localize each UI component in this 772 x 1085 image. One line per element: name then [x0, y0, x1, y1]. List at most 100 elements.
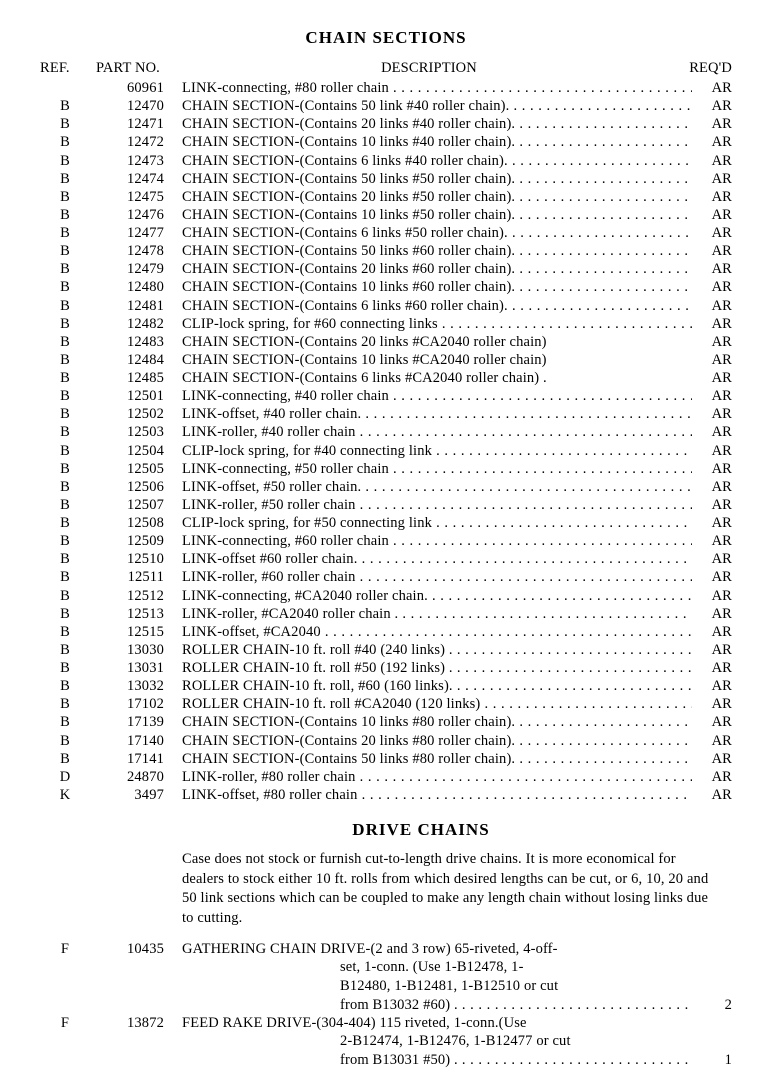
cell-part: 12477 — [96, 224, 182, 242]
cell-desc: ROLLER CHAIN-10 ft. roll #CA2040 (120 li… — [182, 695, 692, 713]
cell-desc: CHAIN SECTION-(Contains 50 links #50 rol… — [182, 170, 692, 188]
cell-desc: CHAIN SECTION-(Contains 50 links #60 rol… — [182, 242, 692, 260]
cell-desc: CHAIN SECTION-(Contains 20 links #80 rol… — [182, 732, 692, 750]
cell-desc: CLIP-lock spring, for #60 connecting lin… — [182, 315, 692, 333]
table-row: D24870LINK-roller, #80 roller chainAR — [40, 768, 732, 786]
cell-ref: B — [40, 587, 96, 605]
cell-desc: LINK-roller, #50 roller chain — [182, 496, 692, 514]
cell-desc: from B13031 #50) . — [182, 1051, 692, 1069]
cell-reqd: AR — [692, 260, 732, 278]
cell-part: 10435 — [96, 940, 182, 958]
table-row: B13030ROLLER CHAIN-10 ft. roll #40 (240 … — [40, 641, 732, 659]
cell-reqd: AR — [692, 405, 732, 423]
table-row: B17139CHAIN SECTION-(Contains 10 links #… — [40, 713, 732, 731]
cell-ref: B — [40, 695, 96, 713]
cell-ref — [40, 79, 96, 97]
cell-part: 12480 — [96, 278, 182, 296]
cell-reqd: AR — [692, 496, 732, 514]
cell-reqd: 2 — [692, 996, 732, 1014]
table-row: B13031ROLLER CHAIN-10 ft. roll #50 (192 … — [40, 659, 732, 677]
header-ref: REF. — [40, 60, 96, 77]
cell-desc: ROLLER CHAIN-10 ft. roll #50 (192 links)… — [182, 659, 692, 677]
cell-reqd: AR — [692, 115, 732, 133]
drive-row: F 13872 FEED RAKE DRIVE-(304-404) 115 ri… — [40, 1014, 732, 1032]
cell-ref: B — [40, 333, 96, 351]
cell-reqd: AR — [692, 333, 732, 351]
cell-part: 12510 — [96, 550, 182, 568]
table-row: B17102ROLLER CHAIN-10 ft. roll #CA2040 (… — [40, 695, 732, 713]
cell-ref: B — [40, 170, 96, 188]
cell-part: 24870 — [96, 768, 182, 786]
drive-row-last: from B13031 #50) . 1 — [40, 1051, 732, 1069]
table-row: B12512LINK-connecting, #CA2040 roller ch… — [40, 587, 732, 605]
cell-part: 3497 — [96, 786, 182, 804]
cell-ref: B — [40, 750, 96, 768]
cell-part: 12512 — [96, 587, 182, 605]
cell-desc: LINK-offset, #80 roller chain — [182, 786, 692, 804]
cell-ref: B — [40, 732, 96, 750]
cell-desc: CHAIN SECTION-(Contains 10 links #40 rol… — [182, 133, 692, 151]
cell-reqd: AR — [692, 478, 732, 496]
drive-row: F 10435 GATHERING CHAIN DRIVE-(2 and 3 r… — [40, 940, 732, 958]
cell-desc: CHAIN SECTION-(Contains 6 links #40 roll… — [182, 152, 692, 170]
cell-part: 12502 — [96, 405, 182, 423]
table-row: B12504CLIP-lock spring, for #40 connecti… — [40, 442, 732, 460]
table-row: B12507LINK-roller, #50 roller chainAR — [40, 496, 732, 514]
cell-desc: CLIP-lock spring, for #40 connecting lin… — [182, 442, 692, 460]
cell-reqd — [692, 940, 732, 958]
cell-part: 12513 — [96, 605, 182, 623]
cell-part: 12509 — [96, 532, 182, 550]
cell-part: 12471 — [96, 115, 182, 133]
cell-reqd: AR — [692, 369, 732, 387]
table-row: B12515LINK-offset, #CA2040AR — [40, 623, 732, 641]
cell-desc: CHAIN SECTION-(Contains 6 links #60 roll… — [182, 297, 692, 315]
cell-part: 12515 — [96, 623, 182, 641]
cell-desc: LINK-roller, #40 roller chain — [182, 423, 692, 441]
cell-desc: CHAIN SECTION-(Contains 6 links #50 roll… — [182, 224, 692, 242]
table-header: REF. PART NO. DESCRIPTION REQ'D — [40, 60, 732, 77]
table-row: B17140CHAIN SECTION-(Contains 20 links #… — [40, 732, 732, 750]
cell-desc: GATHERING CHAIN DRIVE-(2 and 3 row) 65-r… — [182, 940, 692, 958]
cell-part: 12482 — [96, 315, 182, 333]
cell-part: 12501 — [96, 387, 182, 405]
section-title-drive: DRIVE CHAINS — [40, 820, 732, 840]
table-row: B12482CLIP-lock spring, for #60 connecti… — [40, 315, 732, 333]
table-row: B12509LINK-connecting, #60 roller chainA… — [40, 532, 732, 550]
table-row: B12484CHAIN SECTION-(Contains 10 links #… — [40, 351, 732, 369]
cell-ref: B — [40, 387, 96, 405]
cell-part: 12481 — [96, 297, 182, 315]
table-row: B12475CHAIN SECTION-(Contains 20 links #… — [40, 188, 732, 206]
cell-reqd: AR — [692, 387, 732, 405]
cell-ref: B — [40, 659, 96, 677]
cell-reqd: AR — [692, 605, 732, 623]
cell-part: 12474 — [96, 170, 182, 188]
drive-cont: B12480, 1-B12481, 1-B12510 or cut — [340, 977, 732, 996]
section-title-chain: CHAIN SECTIONS — [40, 28, 732, 48]
cell-ref: B — [40, 260, 96, 278]
cell-desc: CHAIN SECTION-(Contains 20 links #60 rol… — [182, 260, 692, 278]
cell-ref: B — [40, 369, 96, 387]
cell-ref: B — [40, 423, 96, 441]
cell-reqd: AR — [692, 315, 732, 333]
cell-ref: B — [40, 677, 96, 695]
cell-ref: B — [40, 133, 96, 151]
cell-ref: B — [40, 278, 96, 296]
cell-reqd — [692, 1014, 732, 1032]
cell-reqd: AR — [692, 659, 732, 677]
cell-desc: CHAIN SECTION-(Contains 20 links #CA2040… — [182, 333, 692, 351]
cell-desc: LINK-connecting, #80 roller chain — [182, 79, 692, 97]
table-row: B12511LINK-roller, #60 roller chainAR — [40, 568, 732, 586]
cell-part: 12483 — [96, 333, 182, 351]
cell-reqd: AR — [692, 133, 732, 151]
cell-reqd: AR — [692, 768, 732, 786]
drive-cont: set, 1-conn. (Use 1-B12478, 1- — [340, 958, 732, 977]
drive-row-last: from B13032 #60) . 2 — [40, 996, 732, 1014]
cell-desc: LINK-offset #60 roller chain. — [182, 550, 692, 568]
cell-ref: B — [40, 550, 96, 568]
table-row: B12501LINK-connecting, #40 roller chainA… — [40, 387, 732, 405]
cell-reqd: AR — [692, 550, 732, 568]
cell-reqd: AR — [692, 532, 732, 550]
cell-ref: B — [40, 460, 96, 478]
cell-ref: B — [40, 206, 96, 224]
cell-reqd: AR — [692, 514, 732, 532]
